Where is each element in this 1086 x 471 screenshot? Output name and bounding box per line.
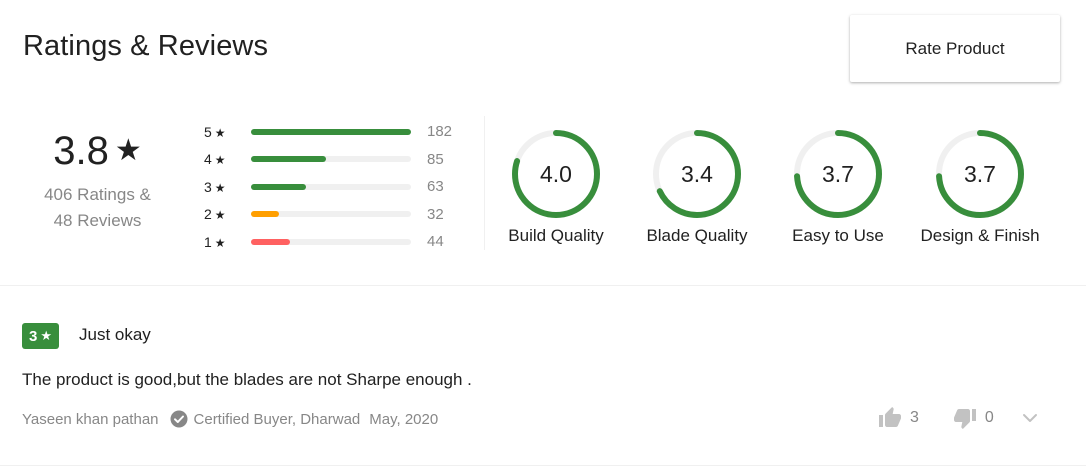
- star-level: 2: [204, 206, 212, 223]
- divider: [484, 116, 485, 250]
- distribution-row: 1 ★ 44: [202, 228, 472, 256]
- star-level: 3: [204, 178, 212, 195]
- ring-progress: [794, 130, 882, 218]
- like-button[interactable]: 3: [878, 406, 919, 430]
- review-rating: 3: [29, 327, 38, 345]
- distribution-row: 4 ★ 85: [202, 146, 472, 174]
- star-count: 32: [427, 205, 444, 223]
- star-icon: ★: [40, 328, 52, 343]
- star-count: 44: [427, 233, 444, 251]
- bar-track: [251, 211, 411, 218]
- reviews-count: 48 Reviews: [53, 211, 142, 230]
- feature-easy-to-use: 3.7 Easy to Use: [773, 128, 903, 246]
- certified-buyer: Certified Buyer, Dharwad: [193, 410, 361, 428]
- review-text: The product is good,but the blades are n…: [22, 370, 472, 389]
- bar-fill: [251, 211, 280, 218]
- header: Ratings & Reviews Rate Product: [0, 0, 1086, 96]
- ring-progress: [653, 130, 741, 218]
- rating-ring: 3.7: [792, 128, 884, 220]
- ring-progress: [936, 130, 1024, 218]
- star-level: 5: [204, 123, 212, 140]
- review-author: Yaseen khan pathan: [22, 410, 159, 428]
- thumbs-up-icon: [878, 406, 902, 430]
- bar-track: [251, 238, 411, 245]
- rating-ring: 4.0: [510, 128, 602, 220]
- review-card: 3 ★ Just okay The product is good,but th…: [0, 286, 1086, 466]
- feature-label: Build Quality: [508, 226, 604, 245]
- star-icon: ★: [214, 153, 226, 168]
- feature-design-finish: 3.7 Design & Finish: [915, 128, 1045, 246]
- dislike-count: 0: [984, 409, 994, 426]
- feature-value: 3.4: [681, 161, 713, 187]
- bar-track: [251, 183, 411, 190]
- chevron-down-icon[interactable]: [1020, 408, 1040, 428]
- ratings-summary: 3.8 ★ 406 Ratings & 48 Reviews 5 ★ 182 4 ★…: [0, 100, 1086, 285]
- distribution-row: 2 ★ 32: [202, 201, 472, 229]
- overall-score: 3.8: [53, 129, 109, 173]
- star-count: 85: [427, 150, 444, 168]
- review-meta: Yaseen khan pathan Certified Buyer, Dhar…: [22, 410, 438, 428]
- bar-fill: [251, 238, 290, 245]
- rate-product-button[interactable]: Rate Product: [850, 15, 1060, 82]
- divider: [0, 465, 1086, 466]
- page-title: Ratings & Reviews: [23, 30, 269, 62]
- star-level: 1: [204, 233, 212, 250]
- feature-label: Easy to Use: [792, 226, 884, 245]
- star-icon: ★: [214, 125, 226, 140]
- dislike-button[interactable]: 0: [953, 406, 994, 430]
- rating-ring: 3.7: [934, 128, 1026, 220]
- feature-build-quality: 4.0 Build Quality: [491, 128, 621, 246]
- feature-label: Design & Finish: [920, 226, 1040, 245]
- overall-rating: 3.8 ★ 406 Ratings & 48 Reviews: [20, 128, 175, 234]
- ring-progress: [512, 130, 600, 218]
- review-actions: 3 0: [878, 406, 1040, 430]
- like-count: 3: [910, 409, 919, 426]
- distribution-row: 5 ★ 182: [202, 118, 472, 146]
- bar-track: [251, 156, 411, 163]
- rating-distribution: 5 ★ 182 4 ★ 85 3 ★ 63 2 ★ 32 1 ★ 44: [202, 118, 472, 256]
- feature-label: Blade Quality: [646, 226, 748, 245]
- bar-fill: [251, 156, 326, 163]
- check-circle-icon: [170, 410, 188, 428]
- distribution-row: 3 ★ 63: [202, 173, 472, 201]
- star-icon: ★: [214, 208, 226, 223]
- star-icon: ★: [214, 235, 226, 250]
- feature-blade-quality: 3.4 Blade Quality: [632, 128, 762, 246]
- feature-value: 3.7: [964, 161, 996, 187]
- ratings-count: 406 Ratings &: [44, 185, 151, 204]
- star-level: 4: [204, 151, 212, 168]
- feature-value: 3.7: [822, 161, 854, 187]
- feature-value: 4.0: [540, 161, 572, 187]
- review-title: Just okay: [79, 325, 151, 344]
- rating-ring: 3.4: [651, 128, 743, 220]
- star-icon: ★: [114, 134, 142, 167]
- divider: [0, 285, 1086, 286]
- review-rating-badge: 3 ★: [22, 323, 59, 349]
- thumbs-down-icon: [953, 406, 977, 430]
- star-count: 182: [427, 123, 453, 141]
- star-icon: ★: [214, 180, 226, 195]
- bar-fill: [251, 183, 307, 190]
- review-date: May, 2020: [369, 410, 439, 428]
- bar-fill: [251, 128, 411, 135]
- star-count: 63: [427, 178, 444, 196]
- bar-track: [251, 128, 411, 135]
